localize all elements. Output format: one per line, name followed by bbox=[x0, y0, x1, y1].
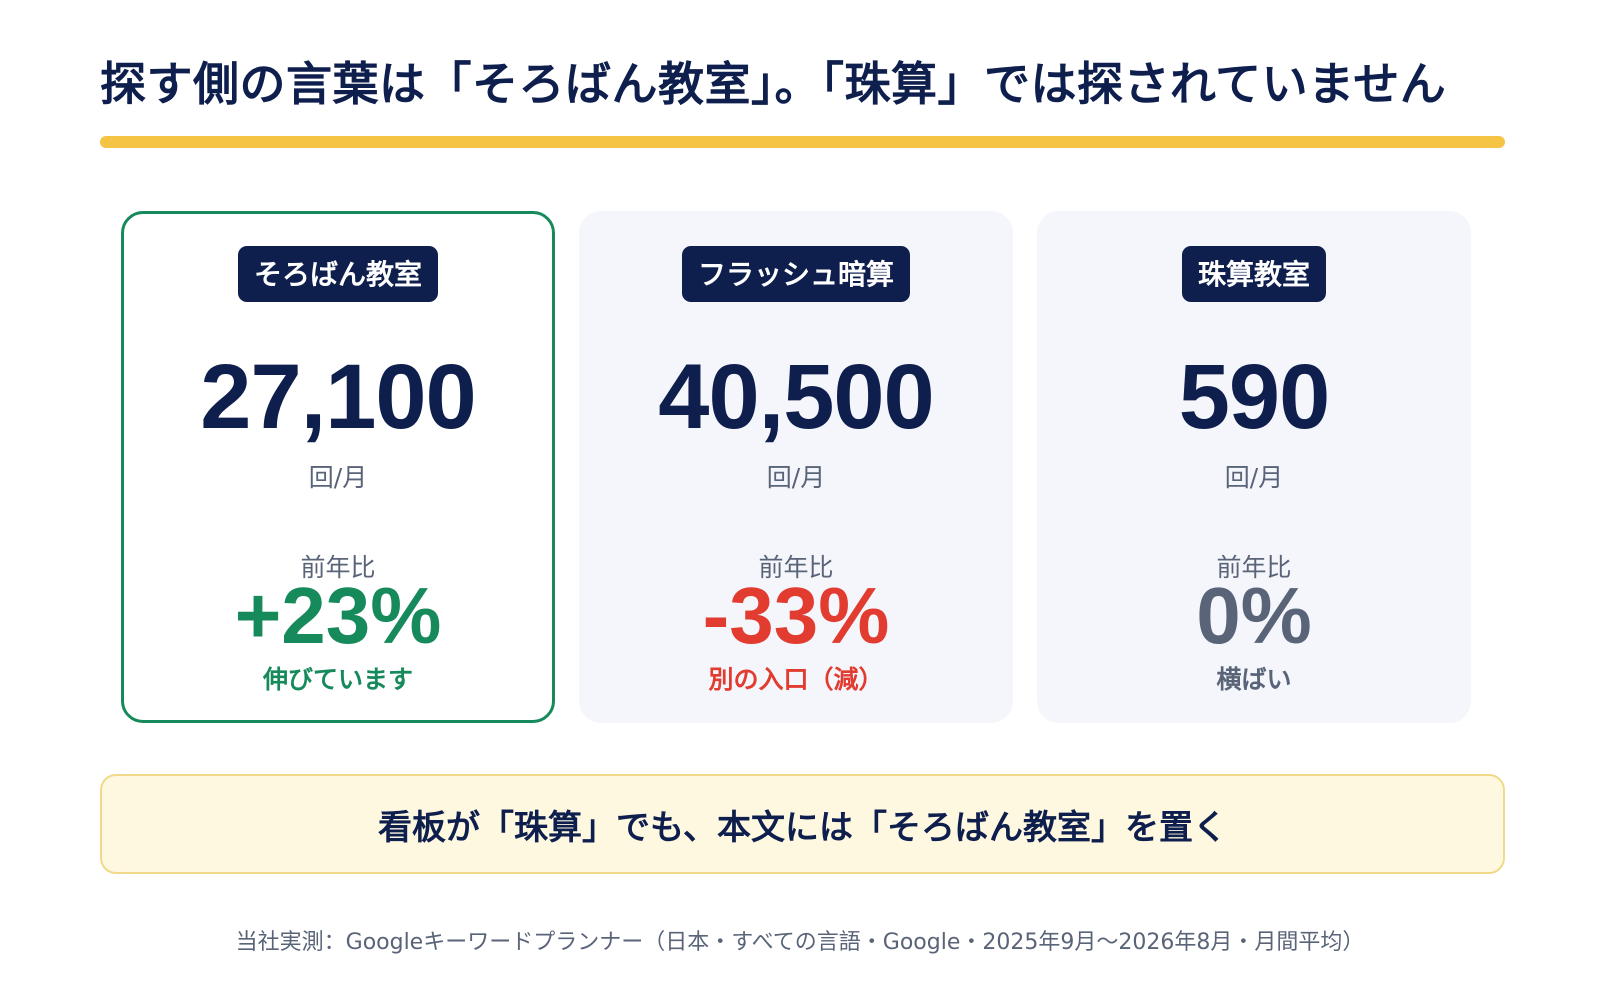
yoy-value: -33% bbox=[702, 571, 890, 660]
search-volume: 590 bbox=[1178, 346, 1331, 448]
keyword-badge: 珠算教室 bbox=[1181, 246, 1327, 302]
yoy-label: 前年比 bbox=[758, 553, 834, 582]
search-volume: 27,100 bbox=[200, 346, 476, 448]
source-note: 当社実測：Googleキーワードプランナー（日本・すべての言語・Google・2… bbox=[235, 930, 1365, 955]
volume-unit: 回/月 bbox=[766, 463, 826, 492]
volume-unit: 回/月 bbox=[308, 463, 368, 492]
yoy-label: 前年比 bbox=[300, 553, 376, 582]
title-underline bbox=[100, 136, 1505, 148]
keyword-cards: そろばん教室 27,100 回/月 前年比 +23% 伸びています フラッシュ暗… bbox=[121, 211, 1471, 723]
yoy-note: 伸びています bbox=[262, 665, 413, 694]
yoy-value: 0% bbox=[1196, 571, 1312, 660]
volume-unit: 回/月 bbox=[1224, 463, 1284, 492]
search-volume: 40,500 bbox=[658, 346, 934, 448]
yoy-note: 別の入口（減） bbox=[708, 665, 884, 694]
page-title: 探す側の言葉は「そろばん教室」。「珠算」では探されていません bbox=[100, 57, 1447, 111]
card-flash-anzan: フラッシュ暗算 40,500 回/月 前年比 -33% 別の入口（減） bbox=[579, 211, 1013, 723]
card-soroban-kyoshitsu: そろばん教室 27,100 回/月 前年比 +23% 伸びています bbox=[121, 211, 555, 723]
key-takeaway-callout: 看板が「珠算」でも、本文には「そろばん教室」を置く bbox=[100, 774, 1505, 874]
keyword-badge: そろばん教室 bbox=[237, 246, 439, 302]
callout-text: 看板が「珠算」でも、本文には「そろばん教室」を置く bbox=[378, 807, 1227, 848]
card-shuzan-kyoshitsu: 珠算教室 590 回/月 前年比 0% 横ばい bbox=[1037, 211, 1471, 723]
yoy-label: 前年比 bbox=[1216, 553, 1292, 582]
yoy-note: 横ばい bbox=[1216, 665, 1292, 694]
keyword-badge: フラッシュ暗算 bbox=[681, 246, 911, 302]
yoy-value: +23% bbox=[234, 571, 442, 660]
